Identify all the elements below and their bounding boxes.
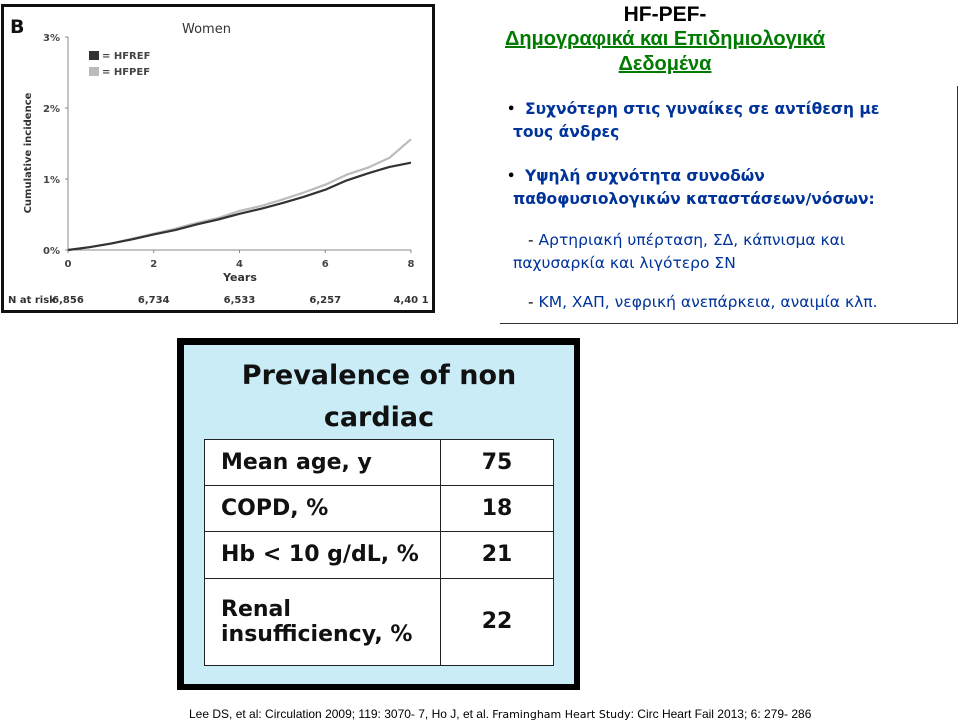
citation-part-3: : Circ Heart Fail 2013; 6: 279- 286 <box>630 707 812 721</box>
row-value: 18 <box>440 485 554 533</box>
citation: Lee DS, et al: Circulation 2009; 119: 30… <box>189 707 811 721</box>
sub-item-1: - Αρτηριακή υπέρταση, ΣΔ, κάπνισμα και π… <box>513 229 845 275</box>
row-label: COPD, % <box>204 485 441 533</box>
legend-swatch <box>89 51 99 60</box>
legend-swatch <box>89 67 99 76</box>
table-row: Hb < 10 g/dL, % 21 <box>204 531 554 579</box>
table-row: Renal insufficiency, % 22 <box>204 577 554 667</box>
bullet-1-line-2: τους άνδρες <box>513 123 620 141</box>
y-tick-label: 3% <box>43 33 60 44</box>
bullet-1-line-1: Συχνότερη στις γυναίκες σε αντίθεση με <box>525 100 880 118</box>
incidence-chart: B Women Cumulative incidence Years N at … <box>1 4 435 313</box>
table-row: COPD, % 18 <box>204 485 554 533</box>
at-risk-value: 6,734 <box>138 295 170 306</box>
legend-label: = HFPEF <box>102 67 150 78</box>
y-tick-label: 2% <box>43 104 60 115</box>
x-tick-label: 4 <box>236 259 243 270</box>
x-axis-label: Years <box>222 271 257 284</box>
legend-label: = HFREF <box>102 51 150 62</box>
panel-label: B <box>10 16 24 38</box>
row-label: Mean age, y <box>204 438 441 487</box>
series-line <box>67 138 412 252</box>
title-line-3: Δεδομένα <box>618 53 712 75</box>
row-value: 22 <box>440 577 554 667</box>
sub-dash: - <box>528 293 539 311</box>
row-value: 75 <box>440 438 554 487</box>
bullet-item-2: • Υψηλή συχνότητα συνοδών παθοφυσιολογικ… <box>507 165 875 211</box>
chart-legend: = HFREF = HFPEF <box>89 51 150 78</box>
at-risk-value: 6,533 <box>224 295 256 306</box>
slide-title: HF-PEF- Δημογραφικά και Επιδημιολογικά Δ… <box>500 2 830 77</box>
table-row: Mean age, y 75 <box>204 438 554 487</box>
sub-item-1-line-1: Αρτηριακή υπέρταση, ΣΔ, κάπνισμα και <box>538 231 846 249</box>
citation-part-1: Lee DS, et al: Circulation 2009; 119: 30… <box>189 707 493 721</box>
citation-study-name: Framingham Heart Study <box>492 708 631 721</box>
chart-title: Women <box>182 22 231 37</box>
series-line <box>67 161 412 252</box>
sub-item-2-line-1: ΚΜ, ΧΑΠ, νεφρική ανεπάρκεια, αναιμία κλπ… <box>538 293 878 311</box>
x-tick-label: 8 <box>408 259 415 270</box>
x-tick-label: 6 <box>322 259 329 270</box>
y-tick-label: 1% <box>43 175 60 186</box>
bullet-box: • Συχνότερη στις γυναίκες σε αντίθεση με… <box>500 86 958 324</box>
chart-ticks: 0% 1% 2% 3% 0 6,856 2 6,734 4 6,533 6 6,257 8 4,40 1 <box>43 33 429 306</box>
at-risk-label: N at risk <box>8 295 56 306</box>
at-risk-value: 4,40 1 <box>393 295 428 306</box>
sub-item-1-line-2: παχυσαρκία και λιγότερο ΣΝ <box>513 254 736 272</box>
title-line-1: HF-PEF- <box>623 3 707 26</box>
bullet-dot-icon: • <box>507 169 516 184</box>
y-tick-label: 0% <box>43 246 60 257</box>
y-axis-label: Cumulative incidence <box>23 92 34 213</box>
x-tick-label: 2 <box>150 259 157 270</box>
at-risk-value: 6,856 <box>52 295 84 306</box>
sub-dash: - <box>528 231 539 249</box>
comorbidities-table: Mean age, y 75 COPD, % 18 Hb < 10 g/dL, … <box>204 438 554 667</box>
row-label: Hb < 10 g/dL, % <box>204 531 441 579</box>
x-tick-label: 0 <box>65 259 72 270</box>
table-title-line-1: Prevalence of non cardiac <box>241 360 517 433</box>
bullet-item-1: • Συχνότερη στις γυναίκες σε αντίθεση με… <box>507 98 880 144</box>
bullet-dot-icon: • <box>507 102 516 117</box>
comorbidities-panel-inner: Prevalence of non cardiac comorbidities … <box>184 345 574 684</box>
row-label: Renal insufficiency, % <box>204 577 441 667</box>
comorbidities-panel: Prevalence of non cardiac comorbidities … <box>177 338 580 690</box>
at-risk-value: 6,257 <box>309 295 341 306</box>
bullet-2-line-1: Υψηλή συχνότητα συνοδών <box>525 167 765 185</box>
row-value: 21 <box>440 531 554 579</box>
bullet-2-line-2: παθοφυσιολογικών καταστάσεων/νόσων: <box>513 190 875 208</box>
incidence-chart-svg: B Women Cumulative incidence Years N at … <box>8 16 429 306</box>
chart-series <box>67 138 412 252</box>
title-line-2: Δημογραφικά και Επιδημιολογικά <box>504 28 826 50</box>
sub-item-2: - ΚΜ, ΧΑΠ, νεφρική ανεπάρκεια, αναιμία κ… <box>513 291 878 314</box>
